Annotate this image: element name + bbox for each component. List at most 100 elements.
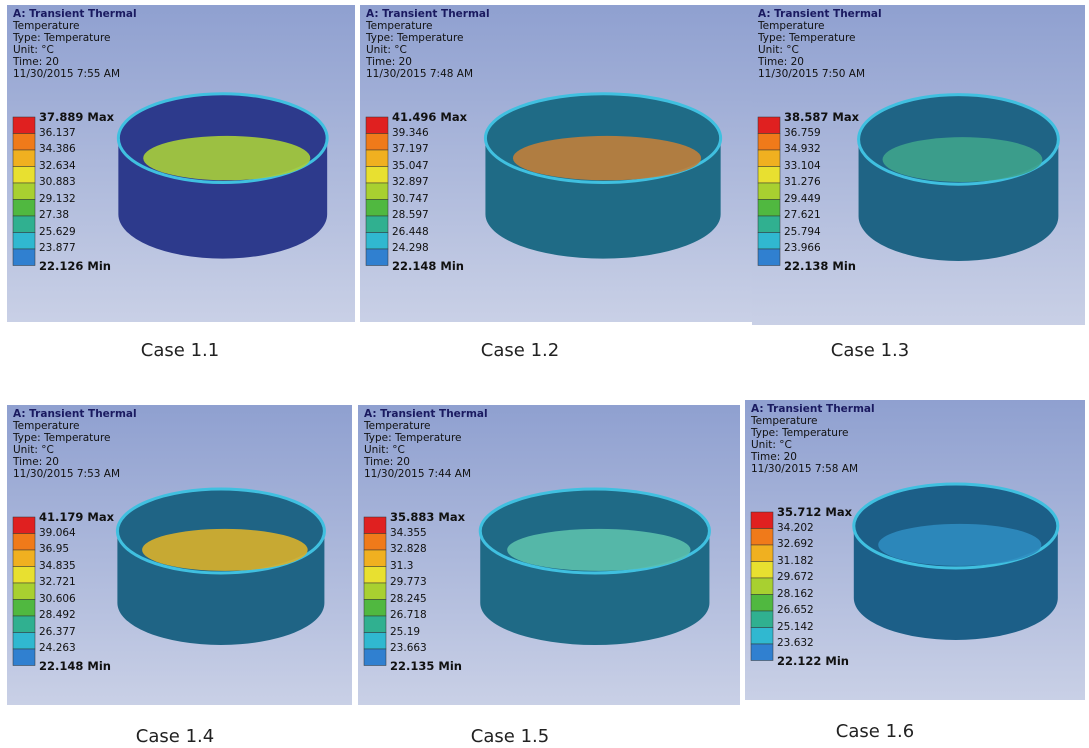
header-line: 11/30/2015 7:48 AM [366, 68, 473, 80]
legend-label: 26.718 [390, 609, 427, 621]
legend-label: 32.897 [392, 176, 429, 188]
header-line: Unit: °C [13, 444, 54, 456]
legend-label: 28.492 [39, 609, 76, 621]
header-line: Unit: °C [758, 44, 799, 56]
legend-band [366, 249, 388, 266]
legend-band [364, 534, 386, 551]
header-line: 11/30/2015 7:44 AM [364, 468, 471, 480]
header-line: Temperature [751, 415, 818, 427]
legend-band [364, 517, 386, 534]
panel-title: A: Transient Thermal [366, 8, 490, 20]
legend-label: 26.448 [392, 226, 429, 238]
legend-label: 33.104 [784, 160, 821, 172]
legend-label: 34.835 [39, 560, 76, 572]
legend-band [366, 134, 388, 151]
legend-label: 39.064 [39, 527, 76, 539]
legend-label: 25.629 [39, 226, 76, 238]
legend-band [364, 616, 386, 633]
legend-band [366, 216, 388, 233]
legend-label: 41.179 Max [39, 510, 114, 524]
legend-label: 25.794 [784, 226, 821, 238]
legend-label: 25.142 [777, 621, 814, 633]
legend-band [13, 117, 35, 134]
legend-label: 27.621 [784, 209, 821, 221]
header-line: 11/30/2015 7:50 AM [758, 68, 865, 80]
header-line: Type: Temperature [366, 32, 464, 44]
header-line: Temperature [366, 20, 433, 32]
legend-label: 39.346 [392, 127, 429, 139]
header-line: Temperature [758, 20, 825, 32]
legend-band [366, 167, 388, 184]
figure: A: Transient ThermalTemperatureType: Tem… [0, 0, 1089, 748]
legend-label: 22.148 Min [39, 659, 111, 673]
model-shape [142, 529, 308, 571]
legend-band [13, 633, 35, 650]
legend-band [364, 633, 386, 650]
legend-band [751, 512, 773, 529]
legend-label: 26.377 [39, 626, 76, 638]
header-line: Type: Temperature [13, 432, 111, 444]
legend-band [364, 550, 386, 567]
legend-band [13, 600, 35, 617]
legend-band [13, 550, 35, 567]
legend-band [364, 649, 386, 666]
panel-title: A: Transient Thermal [13, 408, 137, 420]
legend-band [758, 117, 780, 134]
legend-label: 22.122 Min [777, 654, 849, 668]
legend-label: 36.95 [39, 543, 69, 555]
legend-band [364, 567, 386, 584]
legend-band [751, 578, 773, 595]
legend-label: 38.587 Max [784, 110, 859, 124]
legend-band [13, 616, 35, 633]
legend-label: 23.663 [390, 642, 427, 654]
legend-label: 35.047 [392, 160, 429, 172]
legend-band [758, 183, 780, 200]
header-line: Temperature [13, 20, 80, 32]
legend-band [13, 233, 35, 250]
legend-band [13, 183, 35, 200]
legend-band [758, 167, 780, 184]
legend-label: 28.162 [777, 588, 814, 600]
legend-label: 30.747 [392, 193, 429, 205]
legend-band [364, 600, 386, 617]
legend-band [751, 611, 773, 628]
panel-title: A: Transient Thermal [751, 403, 875, 415]
legend-band [758, 150, 780, 167]
legend-band [751, 595, 773, 612]
header-line: Time: 20 [13, 456, 59, 468]
legend-band [758, 134, 780, 151]
legend-label: 31.182 [777, 555, 814, 567]
header-line: 11/30/2015 7:58 AM [751, 463, 858, 475]
legend-label: 35.883 Max [390, 510, 465, 524]
legend-label: 32.692 [777, 538, 814, 550]
legend-band [758, 200, 780, 217]
legend-label: 41.496 Max [392, 110, 467, 124]
legend-label: 32.828 [390, 543, 427, 555]
legend-band [13, 567, 35, 584]
header-line: Time: 20 [364, 456, 410, 468]
model-shape [513, 136, 701, 180]
header-line: Time: 20 [758, 56, 804, 68]
legend-label: 30.606 [39, 593, 76, 605]
header-line: Type: Temperature [13, 32, 111, 44]
caption: Case 1.6 [836, 721, 914, 742]
legend-label: 29.132 [39, 193, 76, 205]
legend-label: 28.597 [392, 209, 429, 221]
header-line: Unit: °C [366, 44, 407, 56]
legend-label: 32.634 [39, 160, 76, 172]
legend-band [13, 200, 35, 217]
header-line: Unit: °C [364, 444, 405, 456]
header-line: Type: Temperature [758, 32, 856, 44]
legend-label: 31.3 [390, 560, 413, 572]
legend-band [751, 644, 773, 661]
header-line: Temperature [364, 420, 431, 432]
legend-label: 37.197 [392, 143, 429, 155]
legend-band [758, 233, 780, 250]
legend-label: 35.712 Max [777, 505, 852, 519]
legend-band [751, 562, 773, 579]
legend-label: 34.386 [39, 143, 76, 155]
legend-band [751, 529, 773, 546]
legend-label: 29.773 [390, 576, 427, 588]
